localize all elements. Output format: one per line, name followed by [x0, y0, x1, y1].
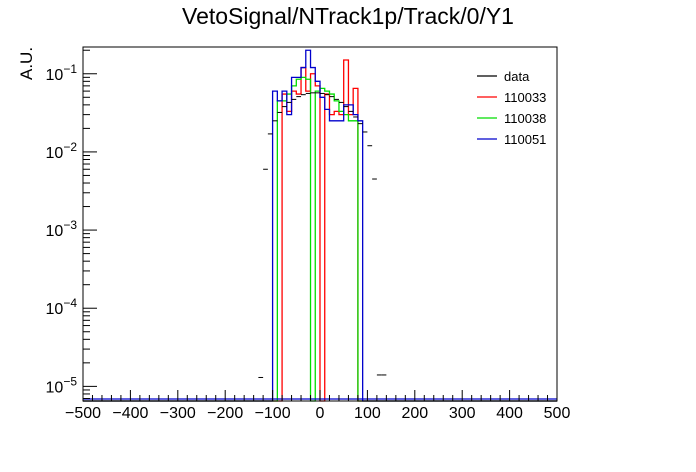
x-tick-label: −300	[160, 405, 196, 422]
legend-label-110033: 110033	[504, 90, 546, 105]
x-tick-label: 0	[316, 405, 325, 422]
y-tick-label: 10−1	[46, 62, 78, 84]
x-tick-label: −400	[112, 405, 148, 422]
y-tick-label: 10−2	[46, 140, 78, 162]
x-tick-label: 100	[354, 405, 381, 422]
chart-title: VetoSignal/NTrack1p/Track/0/Y1	[182, 3, 514, 29]
y-tick-label: 10−5	[46, 374, 78, 396]
x-tick-label: −100	[255, 405, 291, 422]
series-layer	[83, 49, 557, 402]
x-tick-label: −200	[207, 405, 243, 422]
y-axis-label: A.U.	[17, 47, 36, 80]
legend-label-110051: 110051	[504, 132, 546, 147]
legend-label-data: data	[504, 69, 530, 84]
series-110033-line	[83, 59, 557, 402]
y-tick-label: 10−3	[46, 218, 78, 240]
legend: data 110033 110038 110051	[477, 69, 546, 147]
x-tick-label: 400	[496, 405, 523, 422]
legend-label-110038: 110038	[504, 111, 546, 126]
axes-layer: −500 −400 −300 −200 −100 0 100 200 300 400 500 10−5…	[46, 49, 571, 422]
y-tick-label: 10−4	[46, 296, 78, 318]
x-tick-label: −500	[65, 405, 101, 422]
x-tick-label: 300	[449, 405, 476, 422]
x-tick-label: 200	[401, 405, 428, 422]
x-tick-label: 500	[544, 405, 571, 422]
